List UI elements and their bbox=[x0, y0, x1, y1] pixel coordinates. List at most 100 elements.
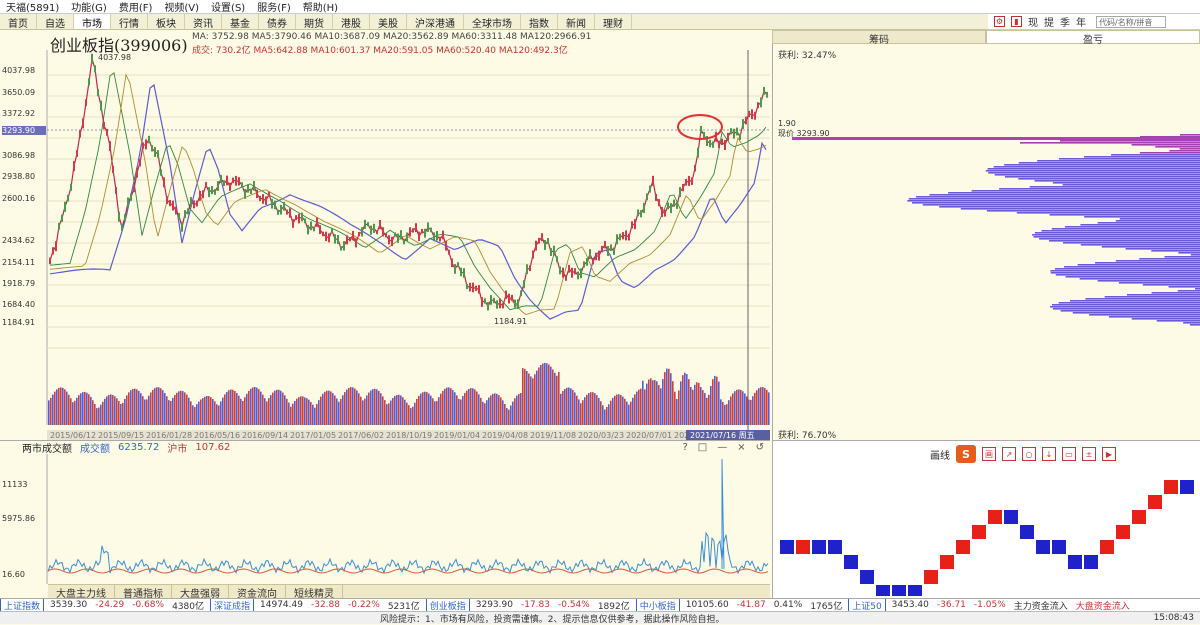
x-tick: 2019/11/08 bbox=[530, 431, 576, 440]
tab[interactable]: 板块 bbox=[148, 14, 185, 30]
rt-item[interactable]: 季 bbox=[1060, 18, 1070, 29]
ticker-item: 3453.40 bbox=[891, 600, 929, 610]
menu-item[interactable]: 天福(5891) bbox=[6, 3, 60, 14]
sub-y-tick: 5975.86 bbox=[2, 514, 36, 523]
tab[interactable]: 沪深港通 bbox=[407, 14, 464, 30]
x-tick: 2017/06/02 bbox=[338, 431, 384, 440]
tab[interactable]: 指数 bbox=[521, 14, 558, 30]
down-icon[interactable]: ↓ bbox=[1042, 447, 1056, 461]
peak-label: 4037.98 bbox=[98, 53, 132, 62]
draw-icon[interactable]: 画 bbox=[982, 447, 996, 461]
ticker-item: 3539.30 bbox=[50, 600, 88, 610]
settings-icon[interactable]: ⚙ bbox=[994, 16, 1005, 27]
ticker-item: -0.68% bbox=[132, 600, 165, 610]
minimize-icon[interactable]: — bbox=[717, 442, 728, 453]
ticker-item: 3293.90 bbox=[475, 600, 513, 610]
sub-y-tick: 11133 bbox=[2, 480, 28, 489]
tab[interactable]: 全球市场 bbox=[464, 14, 521, 30]
right-panel-tabs: 筹码 盈亏 bbox=[772, 30, 1200, 46]
x-tick: 2019/04/08 bbox=[482, 431, 528, 440]
tab[interactable]: 首页 bbox=[0, 14, 37, 30]
ticker-item: -0.54% bbox=[557, 600, 590, 610]
plus-minus-icon[interactable]: ± bbox=[1082, 447, 1096, 461]
ticker-item: 主力资金流入 bbox=[1013, 601, 1068, 612]
tab[interactable]: 港股 bbox=[333, 14, 370, 30]
tab-chips[interactable]: 筹码 bbox=[772, 30, 986, 46]
menu-item[interactable]: 视频(V) bbox=[164, 3, 200, 14]
indicator-tab[interactable]: 大盘主力线 bbox=[48, 585, 115, 600]
y-tick-current: 3293.90 bbox=[2, 126, 46, 135]
y-tick: 2154.11 bbox=[2, 258, 36, 267]
ticker-item[interactable]: 上证50 bbox=[848, 599, 886, 611]
ticker-item[interactable]: 中小板指 bbox=[635, 599, 680, 611]
menu-item[interactable]: 服务(F) bbox=[257, 3, 291, 14]
ticker-item: 1892亿 bbox=[597, 601, 630, 612]
circle-icon[interactable]: ○ bbox=[1022, 447, 1036, 461]
play-icon[interactable]: ▶ bbox=[1102, 447, 1116, 461]
x-tick: 2016/05/16 bbox=[194, 431, 240, 440]
indicator-tab[interactable]: 短线精灵 bbox=[286, 585, 343, 600]
y-tick: 2434.62 bbox=[2, 236, 36, 245]
turnover-chart[interactable] bbox=[0, 454, 770, 584]
tab[interactable]: 基金 bbox=[222, 14, 259, 30]
rt-item[interactable]: 提 bbox=[1044, 18, 1054, 29]
x-tick: 2016/09/14 bbox=[242, 431, 288, 440]
tab-profit[interactable]: 盈亏 bbox=[986, 30, 1200, 46]
ticker-item: -36.71 bbox=[936, 600, 966, 610]
x-tick: 2015/09/15 bbox=[98, 431, 144, 440]
indicator-tab[interactable]: 大盘强弱 bbox=[172, 585, 229, 600]
ticker-item: 1765亿 bbox=[810, 601, 843, 612]
menu-item[interactable]: 功能(G) bbox=[71, 3, 107, 14]
ma-legend-1: MA: 3752.98 MA5:3790.46 MA10:3687.09 MA2… bbox=[192, 32, 592, 42]
x-tick: 2020/03/23 bbox=[578, 431, 624, 440]
x-tick: 2015/06/12 bbox=[50, 431, 96, 440]
search-input[interactable]: 代码/名称/拼音 bbox=[1096, 15, 1166, 28]
ticker-item[interactable]: 深证成指 bbox=[210, 599, 255, 611]
tab[interactable]: 新闻 bbox=[558, 14, 595, 30]
ma-legend-2: 成交: 730.2亿 MA5:642.88 MA10:601.37 MA20:5… bbox=[192, 46, 568, 56]
rect-icon[interactable]: ▭ bbox=[1062, 447, 1076, 461]
sub-name: 两市成交额 bbox=[22, 444, 72, 455]
y-tick: 2600.16 bbox=[2, 194, 36, 203]
menu-item[interactable]: 帮助(H) bbox=[302, 3, 339, 14]
page-title: 创业板指(399006) bbox=[50, 36, 188, 55]
window-icon[interactable]: □ bbox=[697, 442, 708, 453]
refresh-icon[interactable]: ↺ bbox=[755, 442, 764, 453]
risk-message: 风险提示：1、市场有风险，投资需谨慎。2、提示信息仅供参考，据此操作风险自担。 bbox=[380, 614, 725, 625]
right-toolbar: ⚙ ▮ 现 提 季 年 代码/名称/拼音 bbox=[988, 14, 1200, 30]
tab[interactable]: 债券 bbox=[259, 14, 296, 30]
tab[interactable]: 美股 bbox=[370, 14, 407, 30]
rt-item[interactable]: 年 bbox=[1076, 18, 1086, 29]
tab[interactable]: 行情 bbox=[111, 14, 148, 30]
tab[interactable]: 理财 bbox=[595, 14, 632, 30]
tab[interactable]: 市场 bbox=[74, 14, 111, 30]
flag-icon[interactable]: ▮ bbox=[1011, 16, 1022, 27]
arrow-icon[interactable]: ↗ bbox=[1002, 447, 1016, 461]
indicator-tabs: 大盘主力线 普通指标 大盘强弱 资金流向 短线精灵 bbox=[48, 584, 770, 600]
rt-item[interactable]: 现 bbox=[1028, 18, 1038, 29]
indicator-tab[interactable]: 普通指标 bbox=[115, 585, 172, 600]
y-tick: 1918.79 bbox=[2, 279, 36, 288]
clock: 15:08:43 bbox=[1153, 613, 1194, 623]
profit-top: 获利: 32.47% bbox=[778, 51, 837, 61]
menu-item[interactable]: 费用(F) bbox=[118, 3, 153, 14]
sogou-icon[interactable]: S bbox=[956, 445, 976, 463]
highlight-circle bbox=[677, 114, 723, 140]
help-icon[interactable]: ? bbox=[682, 442, 688, 453]
ticker-item: -1.05% bbox=[973, 600, 1006, 610]
y-tick: 3650.09 bbox=[2, 88, 36, 97]
candlestick-chart[interactable]: 2015/06/12 2015/09/15 2016/01/28 2016/05/16… bbox=[0, 30, 770, 440]
ticker-item: -0.22% bbox=[347, 600, 380, 610]
status-bar: 风险提示：1、市场有风险，投资需谨慎。2、提示信息仅供参考，据此操作风险自担。 … bbox=[0, 611, 1200, 625]
ticker-item: -17.83 bbox=[520, 600, 550, 610]
tab[interactable]: 期货 bbox=[296, 14, 333, 30]
chip-bars bbox=[792, 134, 1200, 326]
ticker-item[interactable]: 上证指数 bbox=[0, 599, 45, 611]
ticker-item[interactable]: 创业板指 bbox=[425, 599, 470, 611]
indicator-tab[interactable]: 资金流向 bbox=[229, 585, 286, 600]
menu-item[interactable]: 设置(S) bbox=[211, 3, 246, 14]
tab[interactable]: 自选 bbox=[37, 14, 74, 30]
ticker-item: -24.29 bbox=[95, 600, 125, 610]
tab[interactable]: 资讯 bbox=[185, 14, 222, 30]
close-icon[interactable]: × bbox=[737, 442, 746, 453]
